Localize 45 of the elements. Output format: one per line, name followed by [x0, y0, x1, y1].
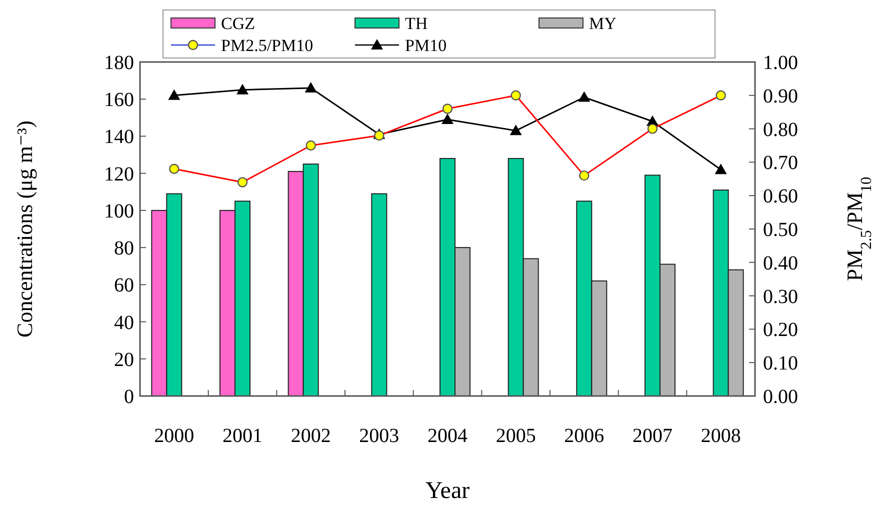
y2-tick-label: 0.90 — [763, 85, 798, 108]
y-tick-label: 140 — [104, 126, 134, 148]
bar — [371, 193, 388, 396]
point — [168, 89, 180, 100]
y2-tick-label: 0.60 — [763, 186, 798, 208]
x-tick-label: 2005 — [496, 425, 536, 447]
legend-label: TH — [405, 14, 428, 33]
y-tick-label: 120 — [104, 163, 134, 186]
y-axis-title: Concentrations (μg m⁻³) — [12, 120, 37, 338]
legend-label: CGZ — [221, 14, 255, 33]
y-tick-label: 180 — [104, 52, 134, 74]
x-tick-label: 2000 — [154, 425, 194, 447]
y2-tick-label: 0.70 — [763, 152, 798, 174]
point — [442, 114, 454, 124]
y-tick-label: 40 — [114, 312, 134, 334]
point — [714, 164, 727, 174]
y-tick-label: 0 — [124, 386, 134, 408]
y2-tick-label: 0.50 — [763, 219, 798, 241]
x-tick-label: 2007 — [632, 425, 672, 447]
x-tick-label: 2006 — [564, 425, 604, 447]
x-axis-title: Year — [425, 478, 470, 504]
legend-label: PM2.5/PM10 — [221, 36, 314, 55]
x-tick-label: 2008 — [700, 425, 741, 447]
x-tick-label: 2003 — [359, 425, 400, 447]
point — [236, 84, 248, 94]
y2-tick-label: 0.20 — [763, 319, 798, 342]
y-tick-label: 60 — [114, 274, 134, 297]
y-tick-label: 100 — [104, 200, 134, 222]
point — [510, 124, 522, 136]
x-tick-label: 2001 — [222, 425, 262, 447]
y2-tick-label: 0.00 — [763, 386, 798, 408]
y2-tick-label: 0.80 — [763, 118, 798, 141]
y2-tick-label: 1.00 — [763, 52, 798, 74]
point — [304, 82, 317, 92]
y-tick-label: 80 — [114, 238, 134, 260]
legend-label: PM10 — [405, 36, 447, 55]
y2-tick-label: 0.10 — [763, 352, 798, 375]
point — [578, 91, 590, 102]
legend-label: MY — [589, 14, 616, 33]
x-tick-label: 2002 — [290, 425, 331, 447]
y-tick-label: 20 — [114, 348, 134, 371]
y2-tick-label: 0.40 — [763, 252, 798, 274]
y-tick-label: 160 — [104, 89, 134, 112]
x-tick-label: 2004 — [428, 425, 468, 447]
y2-tick-label: 0.30 — [763, 286, 798, 308]
